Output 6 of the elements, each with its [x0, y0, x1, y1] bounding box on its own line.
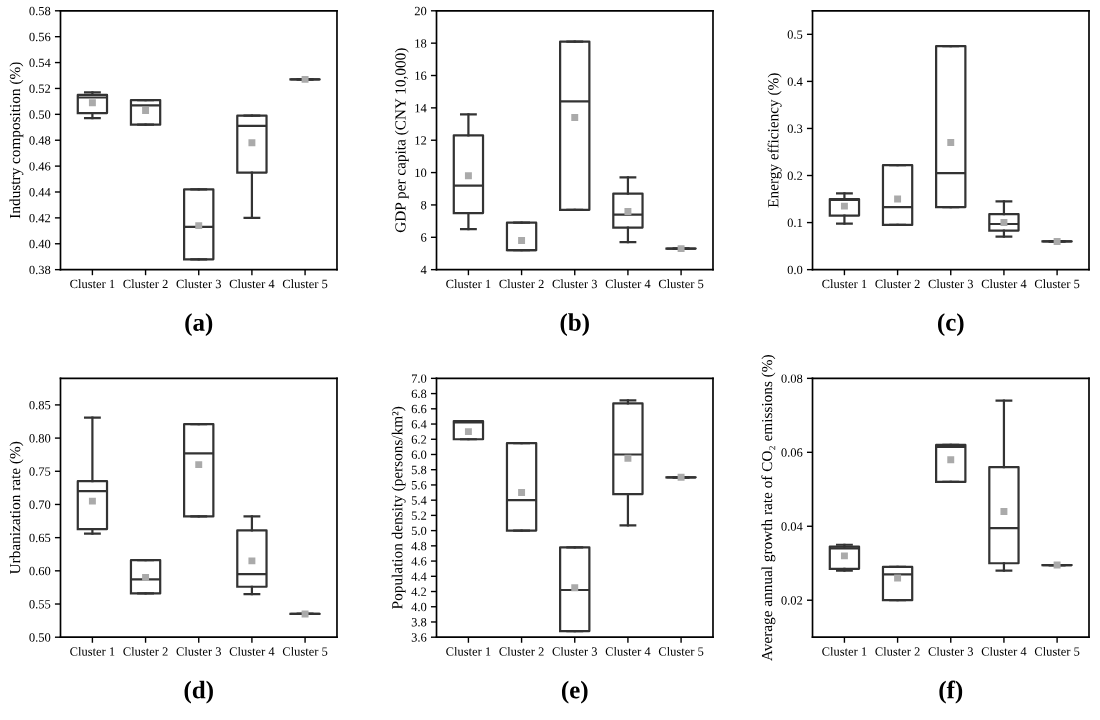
text: (e) — [561, 680, 588, 704]
text: (d) — [184, 680, 213, 704]
text: (b) — [560, 313, 589, 336]
text: (c) — [937, 313, 964, 336]
text: (f) — [939, 680, 963, 704]
text: (a) — [185, 313, 213, 336]
